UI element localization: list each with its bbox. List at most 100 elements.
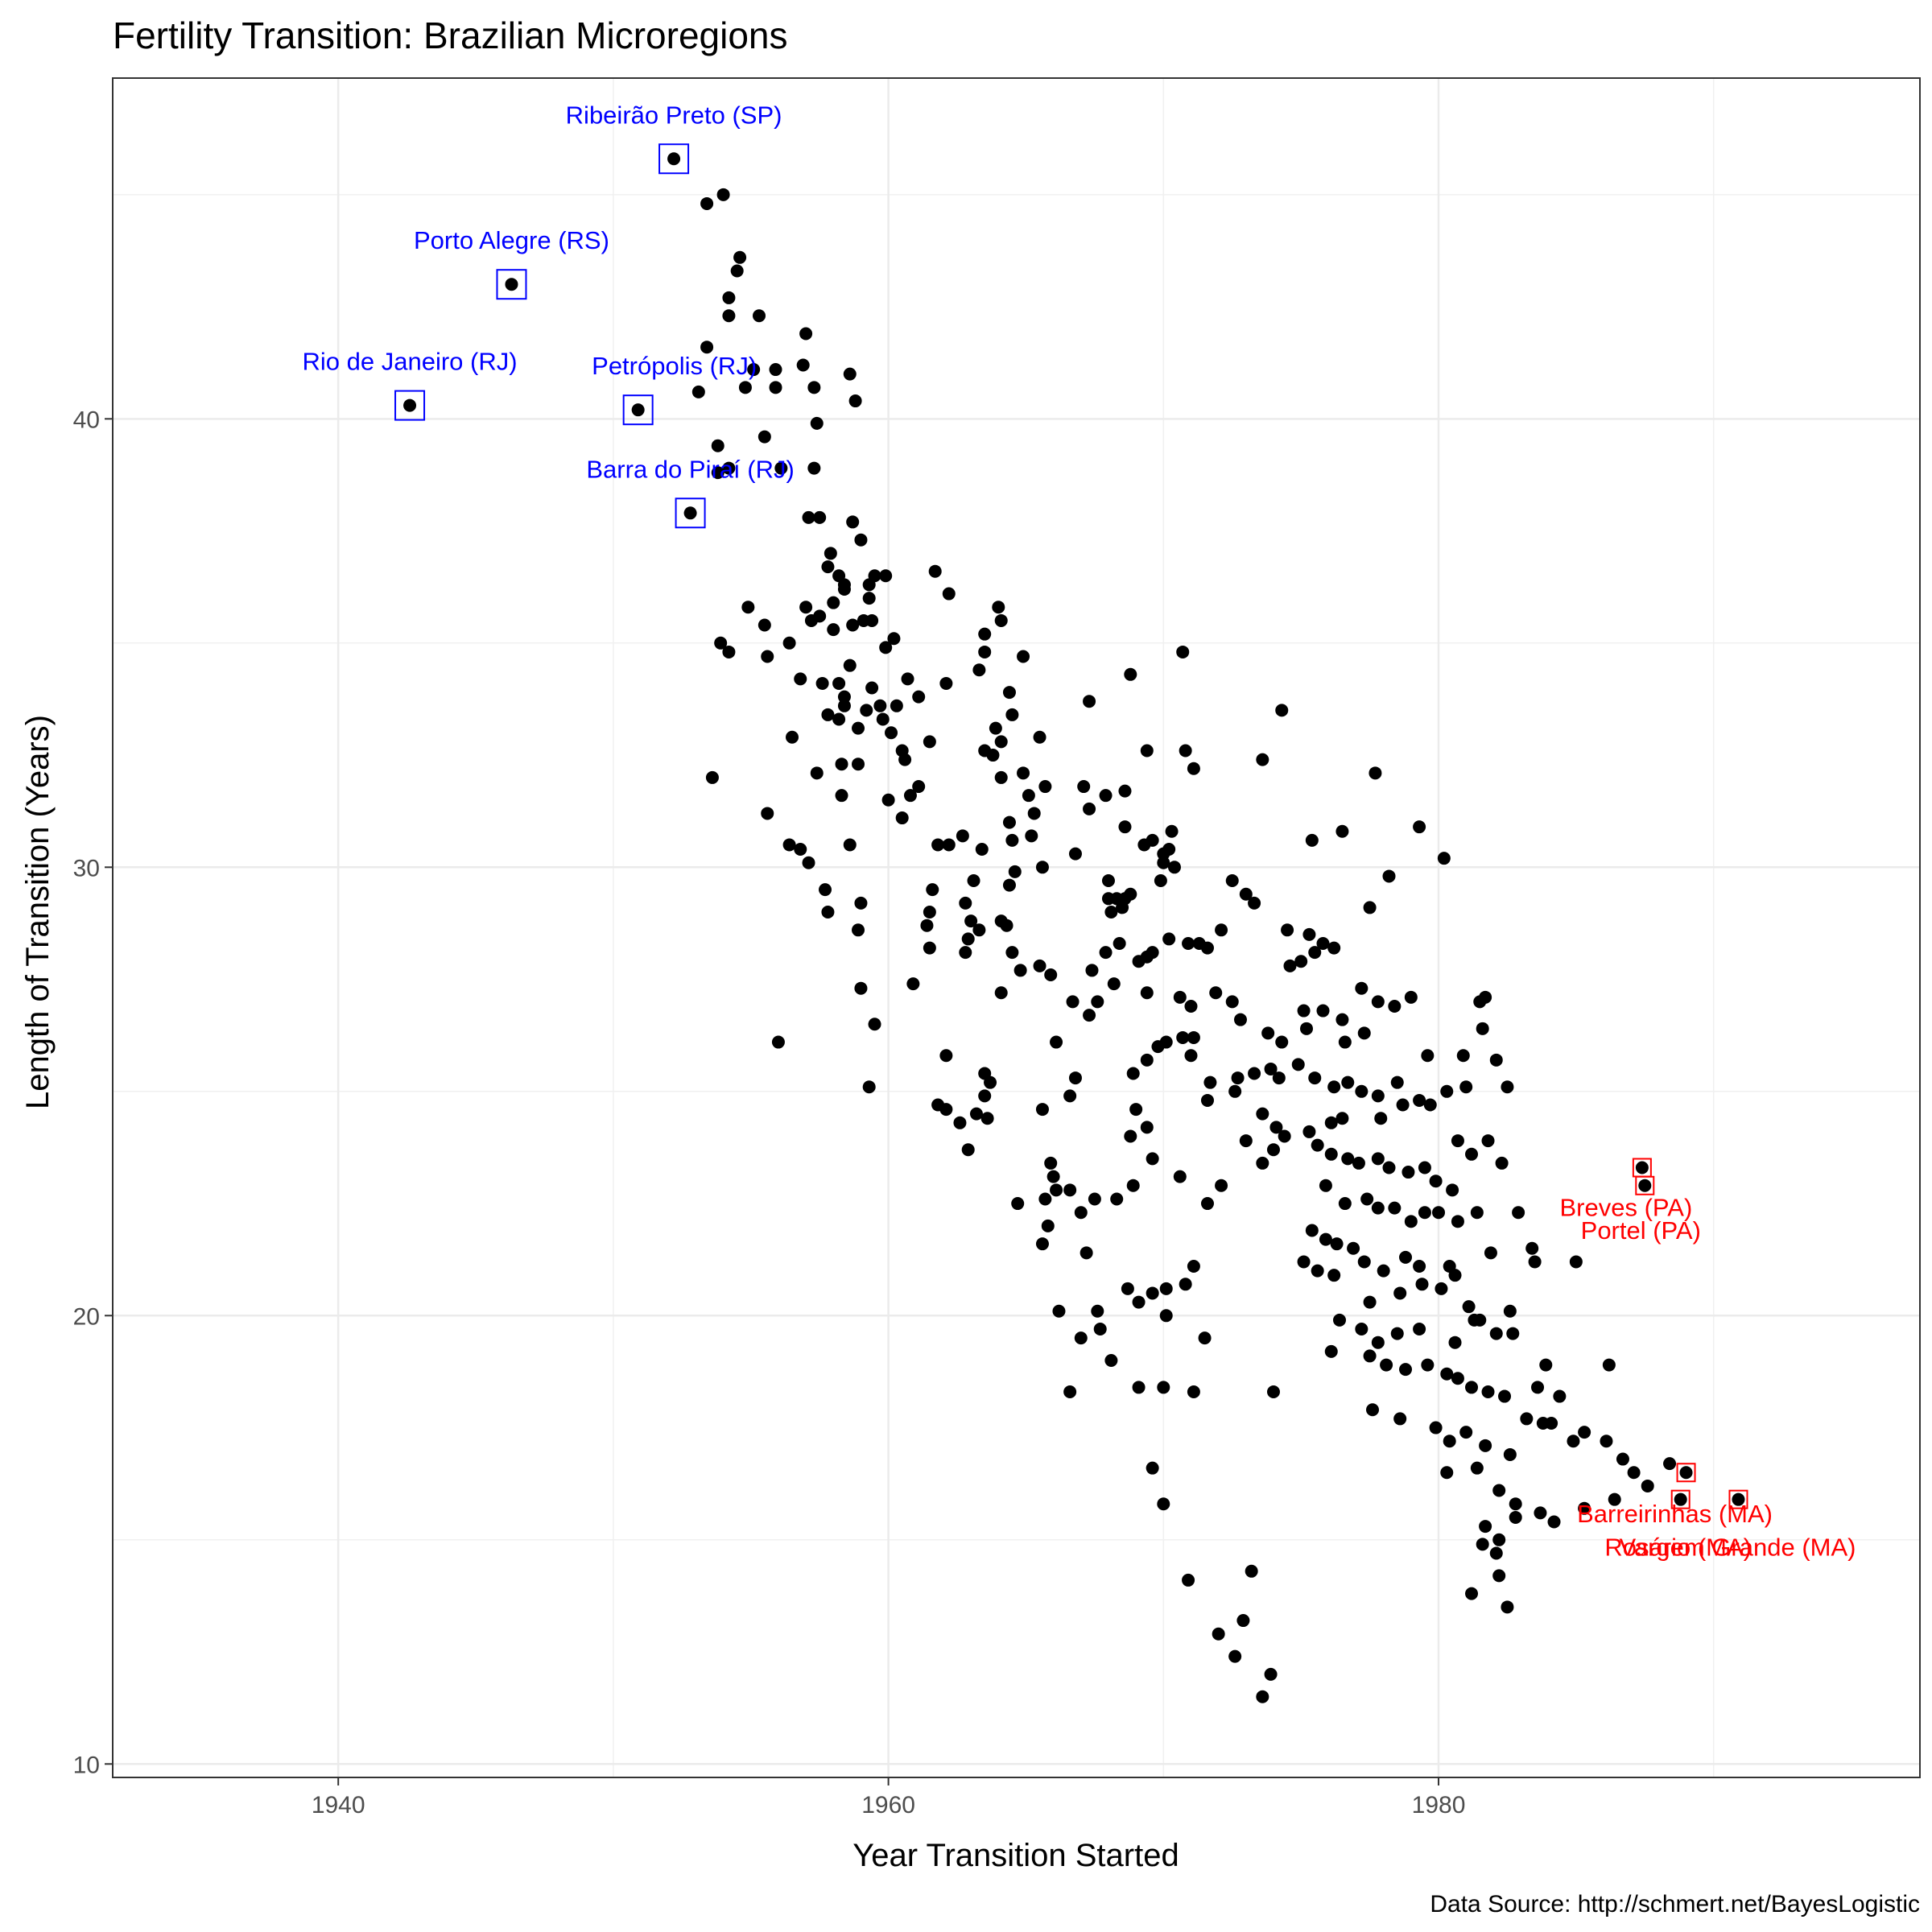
data-point xyxy=(1382,1161,1396,1174)
highlight-box xyxy=(622,394,654,426)
data-point xyxy=(1074,1206,1088,1220)
data-point xyxy=(1440,1367,1454,1381)
data-point xyxy=(1459,1080,1473,1094)
data-point xyxy=(1283,959,1297,972)
data-point xyxy=(1157,1381,1170,1394)
highlight-box xyxy=(1635,1175,1655,1195)
data-point xyxy=(903,789,917,803)
chart-title: Fertility Transition: Brazilian Microreg… xyxy=(113,14,788,56)
data-point xyxy=(1236,1614,1250,1628)
data-point xyxy=(1002,815,1016,829)
data-point xyxy=(1476,1022,1489,1035)
data-point xyxy=(895,811,909,825)
data-point xyxy=(852,721,865,735)
data-point xyxy=(1429,1174,1443,1188)
data-point xyxy=(1489,1546,1503,1560)
data-point xyxy=(1256,753,1269,766)
data-point xyxy=(1492,1533,1506,1546)
data-point xyxy=(1299,1022,1313,1035)
data-point xyxy=(964,914,978,928)
data-point xyxy=(1151,1040,1165,1054)
data-point xyxy=(1085,964,1099,977)
highlight-label: Portel (PA) xyxy=(1581,1216,1701,1245)
highlight-label: Barra do Piraí (RJ) xyxy=(586,455,794,483)
data-point xyxy=(1600,1435,1613,1448)
data-point xyxy=(1470,1206,1484,1220)
data-point xyxy=(961,932,975,946)
data-point xyxy=(984,1075,997,1089)
data-point xyxy=(868,1018,881,1031)
data-point xyxy=(1173,990,1187,1004)
data-point xyxy=(769,363,782,377)
data-point xyxy=(969,1107,983,1121)
data-point xyxy=(848,394,862,408)
data-point xyxy=(1005,833,1019,847)
data-point xyxy=(854,981,868,995)
data-point xyxy=(1327,1080,1341,1094)
data-point xyxy=(1415,1278,1429,1291)
data-point xyxy=(994,613,1008,627)
data-point xyxy=(1302,927,1316,941)
data-point xyxy=(843,658,857,672)
data-point xyxy=(1305,833,1319,847)
data-point xyxy=(1101,874,1115,888)
data-point xyxy=(722,291,736,304)
data-point xyxy=(1083,695,1096,708)
data-point xyxy=(1275,1035,1289,1049)
data-point xyxy=(1173,1170,1187,1183)
data-point xyxy=(1363,1349,1377,1363)
data-point xyxy=(1498,1389,1512,1403)
data-point xyxy=(1377,1264,1390,1278)
data-point xyxy=(1215,1179,1228,1192)
data-point xyxy=(1187,1385,1200,1398)
data-point xyxy=(978,1089,992,1103)
highlight-label: Barreirinhas (MA) xyxy=(1577,1500,1773,1528)
data-point xyxy=(802,510,815,524)
data-point xyxy=(1209,986,1223,1000)
data-point xyxy=(953,1116,967,1129)
highlight-box xyxy=(1728,1489,1748,1509)
data-point xyxy=(1418,1161,1431,1174)
data-point xyxy=(1017,766,1030,780)
data-point xyxy=(1338,1197,1352,1211)
data-point xyxy=(1165,824,1179,838)
data-point xyxy=(758,430,771,444)
highlighted-point xyxy=(631,403,645,417)
data-point xyxy=(1429,1421,1443,1435)
data-point xyxy=(1035,1237,1049,1251)
data-point xyxy=(1305,1224,1319,1237)
data-point xyxy=(794,672,807,686)
data-point xyxy=(1316,936,1330,950)
data-point xyxy=(1179,1278,1192,1291)
data-point xyxy=(799,327,813,341)
data-point xyxy=(1038,1192,1052,1206)
data-point xyxy=(942,838,956,852)
data-point xyxy=(1413,1323,1426,1336)
data-point xyxy=(906,977,920,991)
y-tick-label: 10 xyxy=(73,1752,100,1778)
data-point xyxy=(1002,878,1016,892)
data-point xyxy=(862,592,876,605)
data-point xyxy=(1248,896,1261,910)
data-point xyxy=(1022,789,1035,803)
data-point xyxy=(1627,1466,1641,1480)
data-point xyxy=(711,439,724,452)
data-point xyxy=(1050,1183,1063,1197)
data-point xyxy=(1404,1215,1418,1228)
data-point xyxy=(1264,1667,1278,1681)
data-point xyxy=(1509,1510,1522,1524)
data-point xyxy=(1297,1255,1311,1269)
data-point xyxy=(1468,1313,1481,1327)
data-point xyxy=(1118,784,1132,798)
data-point xyxy=(1462,1300,1476,1314)
data-point xyxy=(1118,820,1132,834)
data-point xyxy=(815,676,829,690)
data-point xyxy=(1578,1501,1591,1515)
data-point xyxy=(1341,1075,1355,1089)
data-point xyxy=(1198,1331,1212,1345)
highlight-label: Vargem Grande (MA) xyxy=(1619,1534,1856,1562)
data-point xyxy=(1182,1573,1195,1587)
